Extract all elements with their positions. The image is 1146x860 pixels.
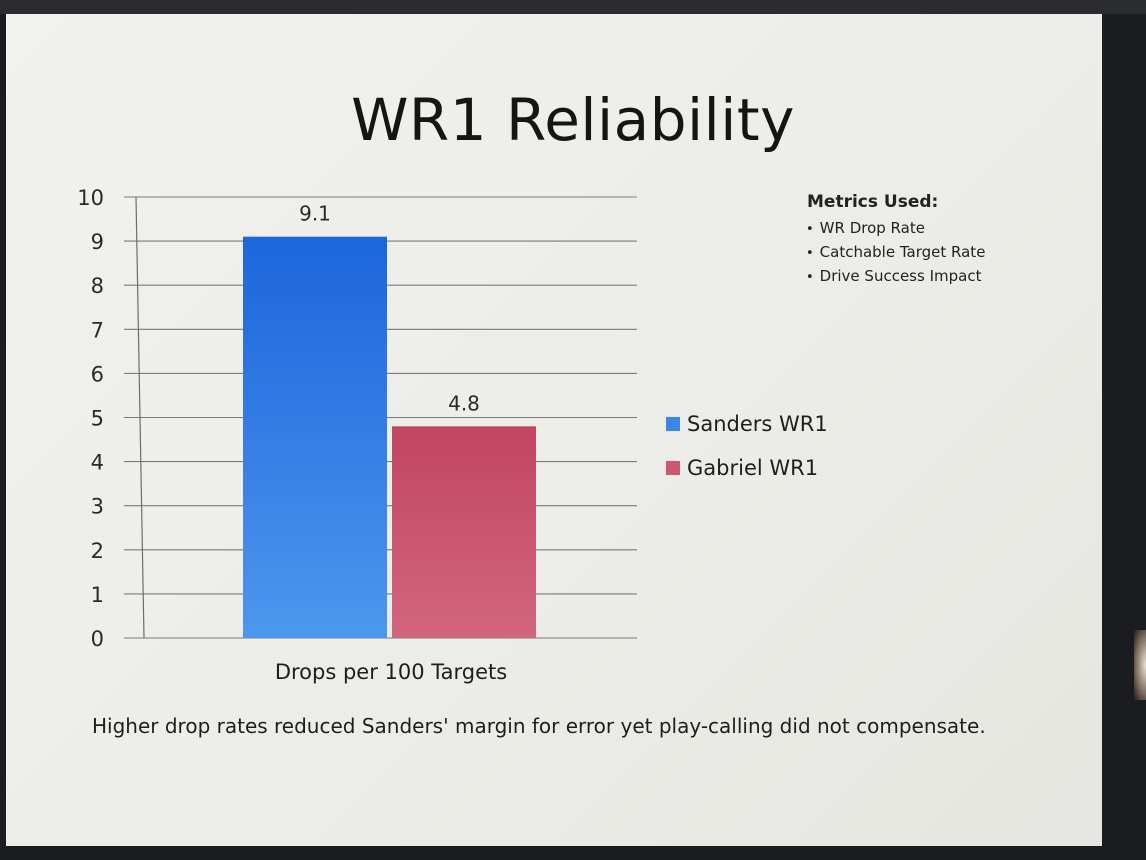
slide-caption: Higher drop rates reduced Sanders' margi… [92, 714, 986, 738]
y-tick-label: 8 [91, 274, 104, 298]
y-tick-label: 9 [91, 230, 104, 254]
metrics-title: Metrics Used: [807, 192, 939, 212]
data-label: 4.8 [448, 391, 480, 415]
slide-title: WR1 Reliability [351, 86, 795, 154]
bar-sanders-wr1 [243, 236, 387, 638]
legend-label-gabriel: Gabriel WR1 [687, 456, 819, 480]
bar-gabriel-wr1 [392, 426, 536, 638]
metrics-item: WR Drop Rate [806, 217, 985, 241]
y-tick-label: 6 [91, 362, 104, 386]
y-tick-label: 4 [91, 451, 104, 475]
chart-legend: Sanders WR1 Gabriel WR1 [666, 410, 828, 498]
data-labels: 9.1 4.8 [299, 202, 480, 416]
x-axis-label: Drops per 100 Targets [274, 660, 508, 684]
metrics-item: Catchable Target Rate [806, 241, 986, 265]
y-tick-label: 7 [91, 318, 104, 342]
data-label: 9.1 [299, 202, 331, 226]
y-axis: 0 1 2 3 4 5 6 7 8 9 10 [77, 186, 145, 651]
legend-label-sanders: Sanders WR1 [687, 412, 828, 436]
y-tick-label: 0 [91, 627, 104, 651]
metrics-item: Drive Success Impact [806, 265, 985, 289]
metrics-box: Metrics Used: WR Drop Rate Catchable Tar… [806, 192, 985, 289]
legend-item-gabriel: Gabriel WR1 [666, 454, 828, 482]
metrics-list: WR Drop Rate Catchable Target Rate Drive… [806, 217, 986, 289]
y-tick-label: 1 [91, 583, 104, 607]
y-tick-label: 5 [91, 407, 104, 431]
legend-swatch-sanders [666, 417, 680, 431]
y-axis-line [135, 196, 145, 639]
monitor-bezel [0, 0, 1146, 14]
legend-item-sanders: Sanders WR1 [666, 410, 828, 438]
legend-swatch-gabriel [666, 461, 680, 475]
presentation-slide [6, 14, 1102, 846]
y-tick-label: 3 [91, 495, 104, 519]
y-tick-label: 2 [91, 539, 104, 563]
bars [243, 236, 536, 638]
y-tick-label: 10 [77, 186, 104, 210]
screen-edge-reflection [1134, 630, 1146, 700]
